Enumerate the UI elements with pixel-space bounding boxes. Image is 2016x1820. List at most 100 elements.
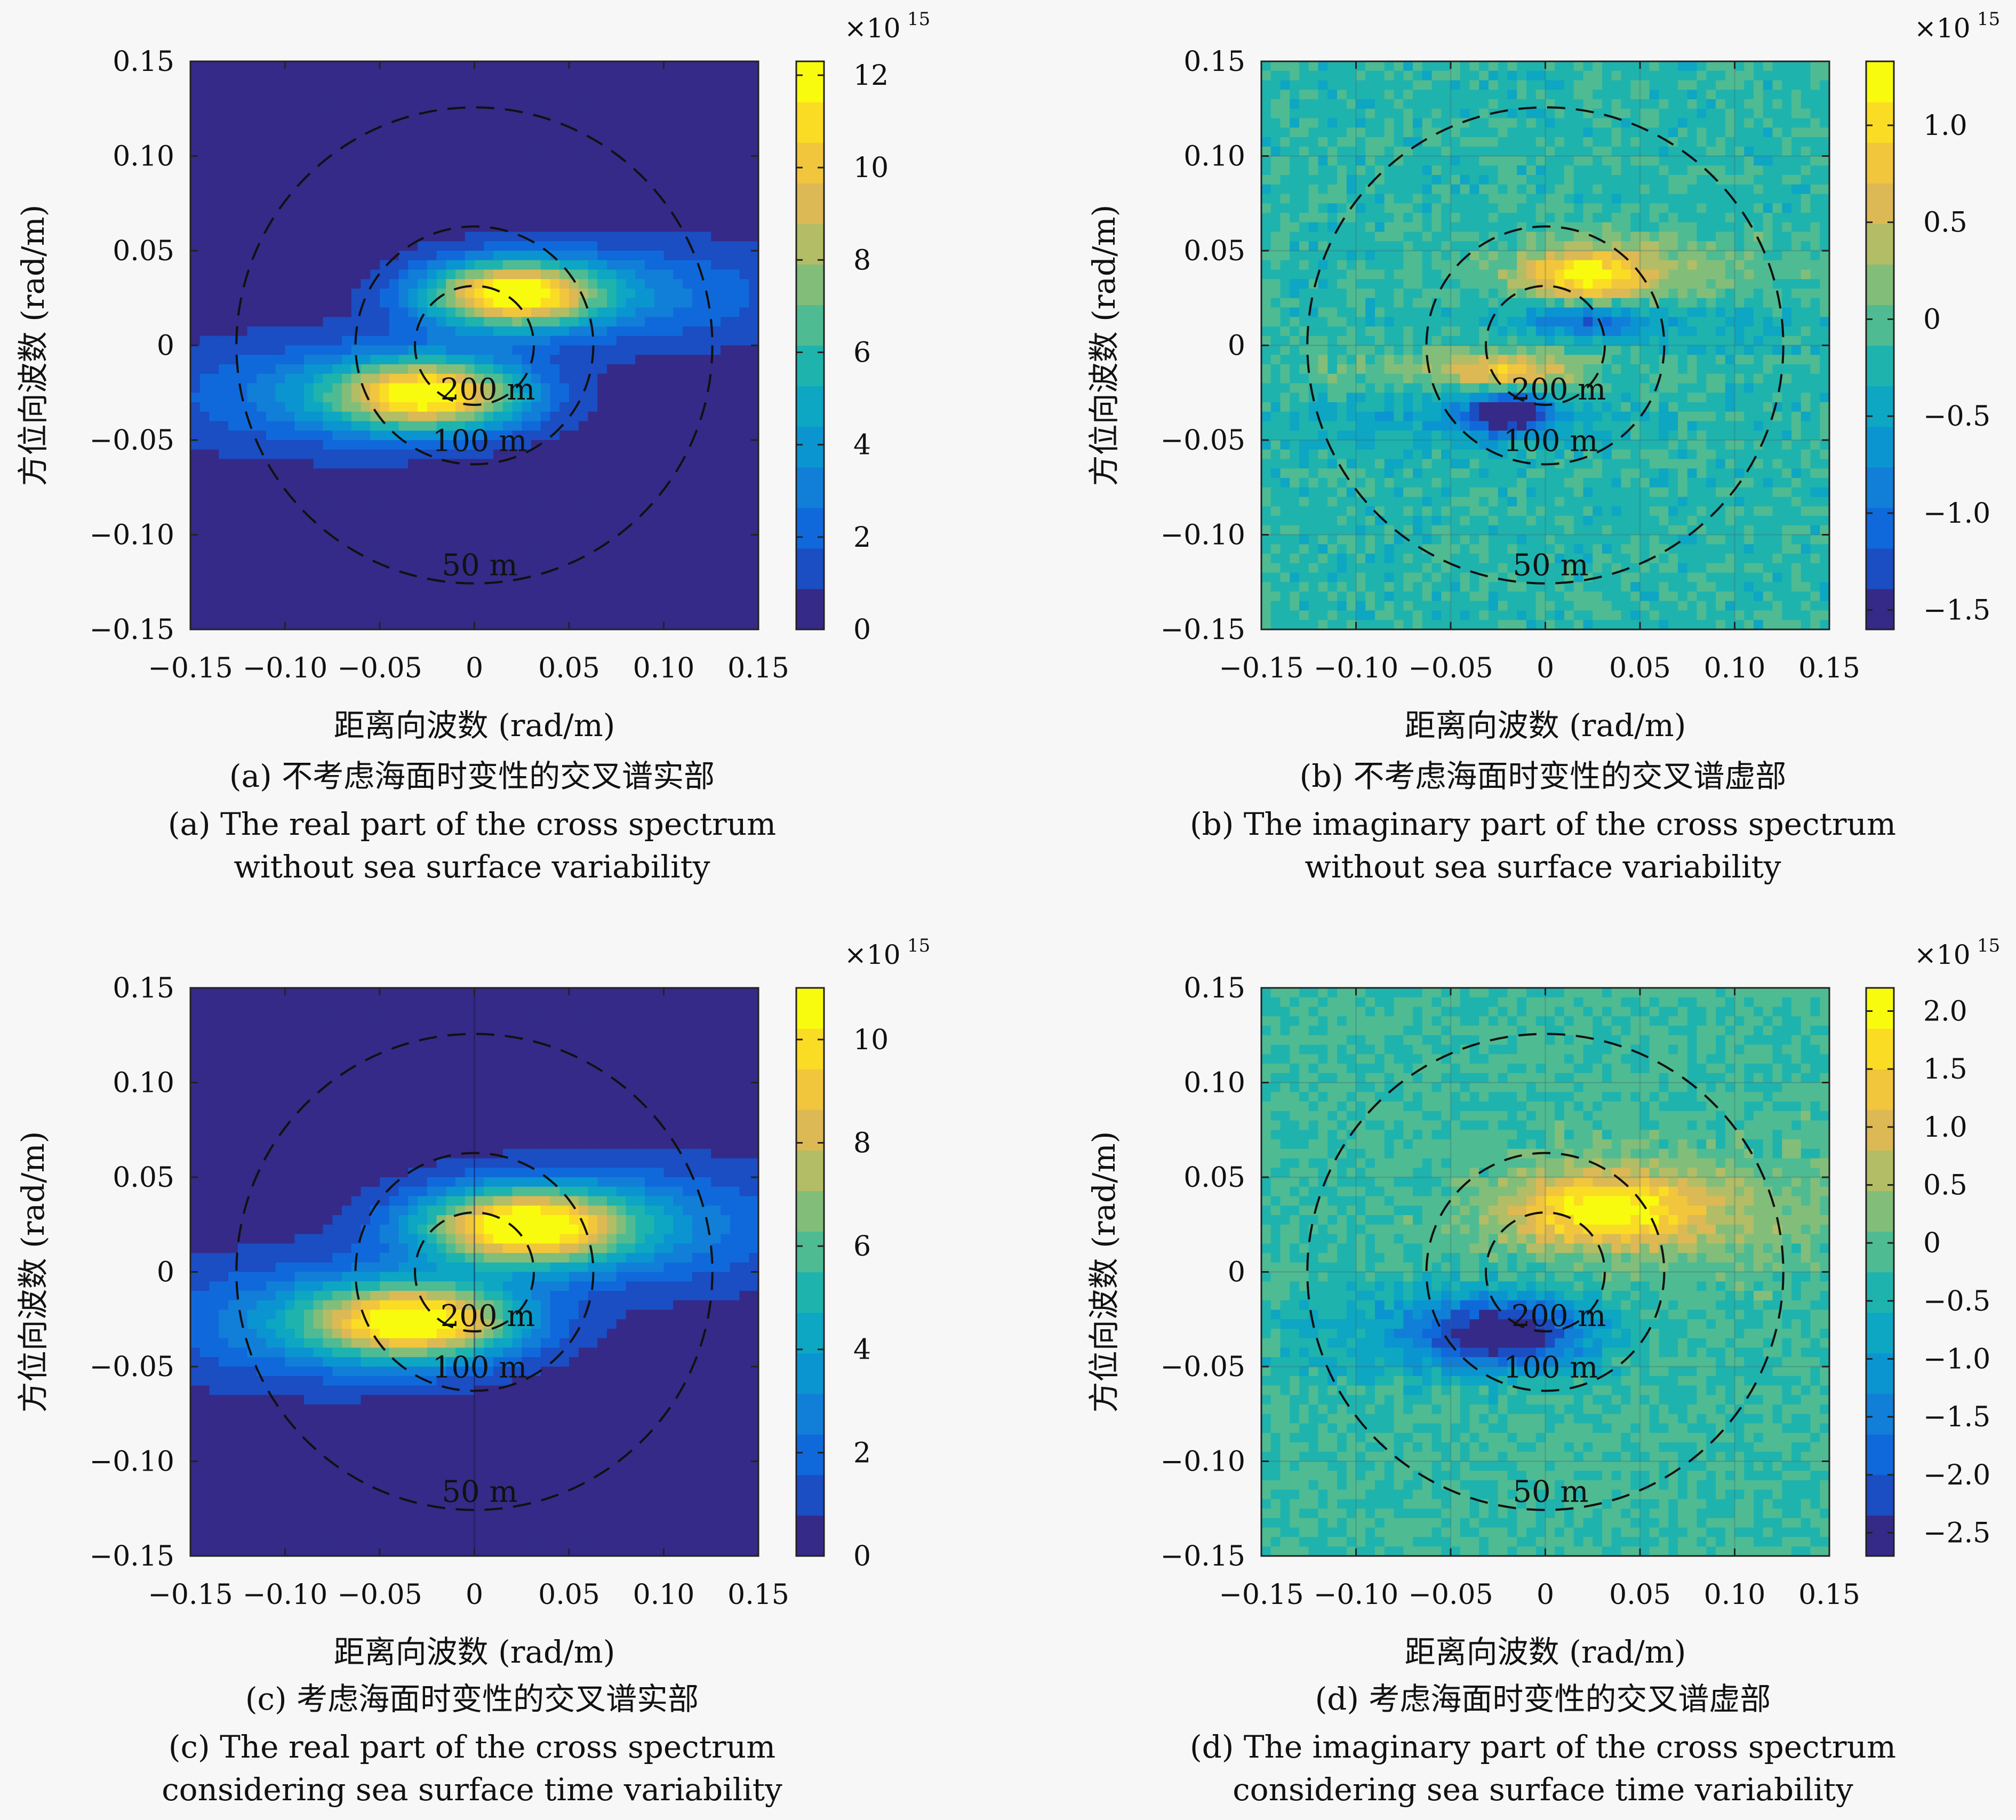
heatmap-cell [683, 118, 693, 129]
heatmap-cell [616, 260, 627, 270]
heatmap-cell [323, 326, 333, 337]
heatmap-cell [1413, 572, 1423, 583]
heatmap-cell [597, 61, 607, 71]
heatmap-cell [1394, 61, 1404, 71]
heatmap-cell [1451, 497, 1461, 507]
heatmap-cell [380, 99, 390, 109]
heatmap-cell [739, 298, 750, 308]
heatmap-cell [1384, 317, 1395, 327]
heatmap-cell [531, 127, 541, 138]
heatmap-cell [446, 184, 456, 195]
heatmap-cell [342, 440, 352, 450]
heatmap-cell [275, 506, 286, 516]
heatmap-cell [692, 127, 702, 138]
heatmap-cell [531, 232, 541, 242]
heatmap-cell [512, 430, 523, 441]
heatmap-cell [1441, 307, 1451, 318]
heatmap-cell [1384, 402, 1395, 412]
heatmap-cell [361, 175, 371, 185]
heatmap-cell [701, 184, 712, 195]
heatmap-cell [247, 118, 258, 129]
heatmap-cell [550, 478, 561, 488]
heatmap-cell [380, 80, 390, 91]
heatmap-cell [257, 260, 267, 270]
heatmap-cell [313, 478, 324, 488]
heatmap-cell [209, 241, 220, 251]
heatmap-cell [455, 146, 466, 157]
heatmap-cell [692, 402, 702, 412]
heatmap-cell [749, 213, 759, 223]
heatmap-cell [1356, 516, 1366, 526]
heatmap-cell [247, 146, 258, 157]
heatmap-cell [398, 307, 409, 318]
heatmap-cell [739, 487, 750, 498]
heatmap-cell [493, 298, 503, 308]
heatmap-cell [654, 326, 665, 337]
heatmap-cell [597, 345, 607, 356]
heatmap-cell [721, 213, 731, 223]
heatmap-cell [531, 137, 541, 147]
heatmap-cell [645, 127, 655, 138]
heatmap-cell [351, 459, 362, 469]
heatmap-cell [1384, 260, 1395, 270]
heatmap-cell [1365, 478, 1375, 488]
heatmap-cell [493, 194, 503, 204]
heatmap-cell [484, 194, 494, 204]
heatmap-cell [692, 364, 702, 374]
heatmap-cell [493, 251, 503, 261]
heatmap-cell [1403, 251, 1413, 261]
heatmap-cell [1308, 184, 1319, 195]
heatmap-cell [370, 459, 380, 469]
heatmap-cell [209, 222, 220, 233]
heatmap-cell [1384, 345, 1395, 356]
heatmap-cell [389, 184, 399, 195]
heatmap-cell [275, 620, 286, 630]
heatmap-cell [219, 620, 229, 630]
heatmap-cell [578, 289, 589, 299]
heatmap-cell [540, 156, 551, 166]
heatmap-cell [257, 620, 267, 630]
heatmap-cell [739, 307, 750, 318]
heatmap-cell [484, 269, 494, 280]
heatmap-cell [275, 279, 286, 289]
heatmap-cell [711, 127, 721, 138]
heatmap-cell [219, 269, 229, 280]
heatmap-cell [550, 430, 561, 441]
heatmap-cell [219, 165, 229, 175]
heatmap-cell [436, 118, 447, 129]
heatmap-cell [1261, 572, 1271, 583]
heatmap-cell [559, 232, 570, 242]
heatmap-cell [607, 194, 617, 204]
heatmap-cell [730, 355, 740, 365]
heatmap-cell [607, 411, 617, 422]
heatmap-cell [1384, 184, 1395, 195]
heatmap-cell [219, 459, 229, 469]
heatmap-cell [512, 582, 523, 592]
heatmap-cell [559, 90, 570, 100]
heatmap-cell [711, 307, 721, 318]
heatmap-cell [1290, 326, 1300, 337]
heatmap-cell [607, 497, 617, 507]
heatmap-cell [1422, 383, 1433, 394]
heatmap-cell [1413, 127, 1423, 138]
heatmap-cell [1327, 99, 1338, 109]
heatmap-cell [550, 99, 561, 109]
heatmap-cell [418, 430, 428, 441]
heatmap-cell [1318, 317, 1329, 327]
heatmap-cell [607, 298, 617, 308]
heatmap-cell [635, 175, 645, 185]
heatmap-cell [257, 146, 267, 157]
heatmap-cell [219, 601, 229, 611]
heatmap-cell [559, 506, 570, 516]
heatmap-cell [578, 440, 589, 450]
heatmap-cell [1346, 554, 1357, 564]
heatmap-cell [721, 554, 731, 564]
heatmap-cell [465, 184, 475, 195]
heatmap-cell [597, 421, 607, 432]
heatmap-cell [1422, 449, 1433, 460]
heatmap-cell [673, 497, 683, 507]
heatmap-cell [749, 70, 759, 81]
heatmap-cell [285, 430, 295, 441]
heatmap-cell [237, 61, 248, 71]
heatmap-cell [484, 572, 494, 583]
